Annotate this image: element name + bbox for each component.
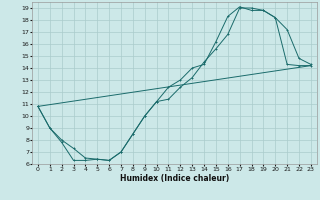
X-axis label: Humidex (Indice chaleur): Humidex (Indice chaleur) bbox=[120, 174, 229, 183]
